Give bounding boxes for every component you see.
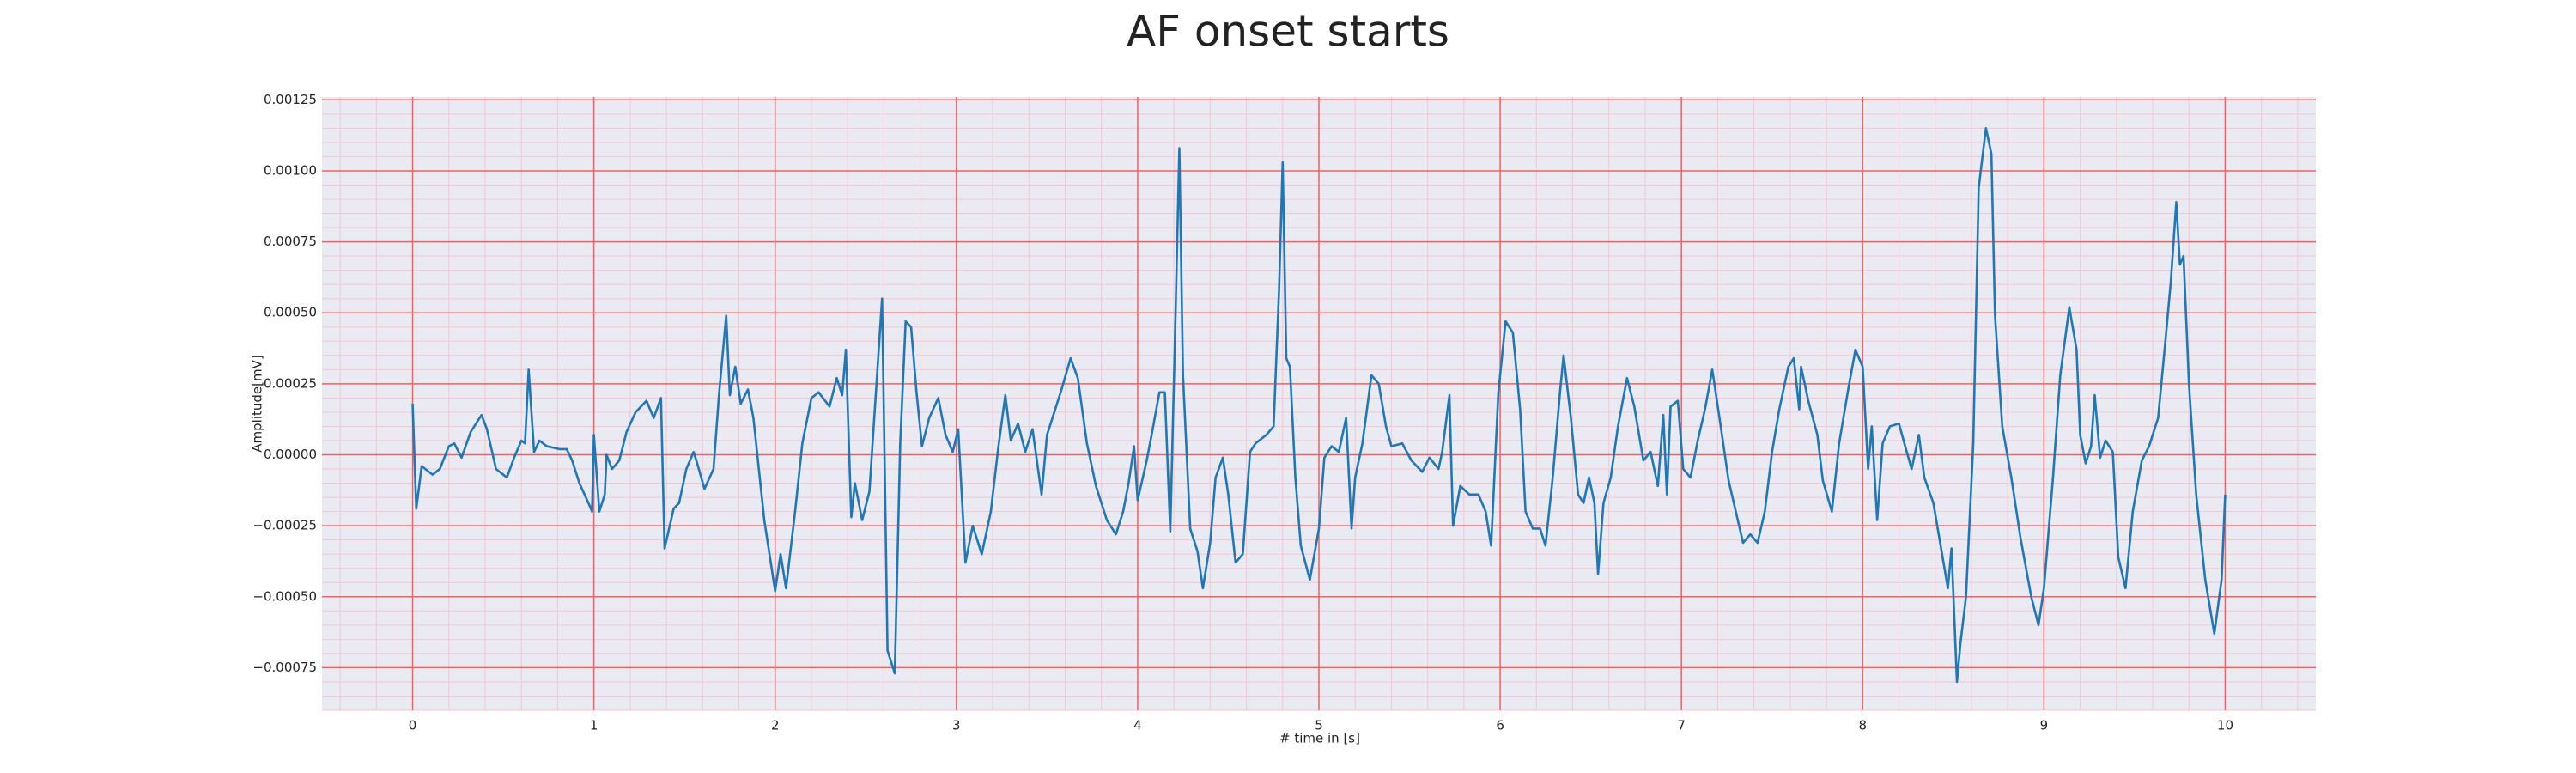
x-axis-label: # time in [s] [1279, 731, 1360, 746]
x-tick-label: 10 [2217, 718, 2233, 733]
x-tick-label: 0 [409, 718, 417, 733]
x-tick-label: 8 [1858, 718, 1867, 733]
x-tick-label: 6 [1496, 718, 1504, 733]
y-tick-label: 0.00125 [264, 92, 317, 107]
y-tick-label: 0.00075 [264, 234, 317, 249]
series-line [411, 127, 2227, 684]
y-axis-label: Amplitude[mV] [250, 355, 265, 452]
x-tick-label: 4 [1133, 718, 1142, 733]
y-tick-label: 0.00050 [264, 305, 317, 320]
lines [411, 127, 2227, 684]
x-tick-label: 7 [1677, 718, 1686, 733]
major-grid [322, 97, 2316, 710]
x-tick-label: 2 [771, 718, 780, 733]
y-tick-label: 0.00000 [264, 447, 317, 462]
x-tick-label: 9 [2040, 718, 2049, 733]
y-tick-label: −0.00075 [252, 660, 317, 675]
x-tick-label: 1 [590, 718, 598, 733]
x-tick-label: 3 [952, 718, 961, 733]
x-tick-label: 5 [1315, 718, 1323, 733]
y-tick-label: 0.00100 [264, 162, 317, 178]
chart-title: AF onset starts [1127, 7, 1449, 57]
y-tick-label: −0.00050 [252, 588, 317, 604]
y-tick-label: 0.00025 [264, 375, 317, 391]
y-tick-label: −0.00025 [252, 518, 317, 533]
